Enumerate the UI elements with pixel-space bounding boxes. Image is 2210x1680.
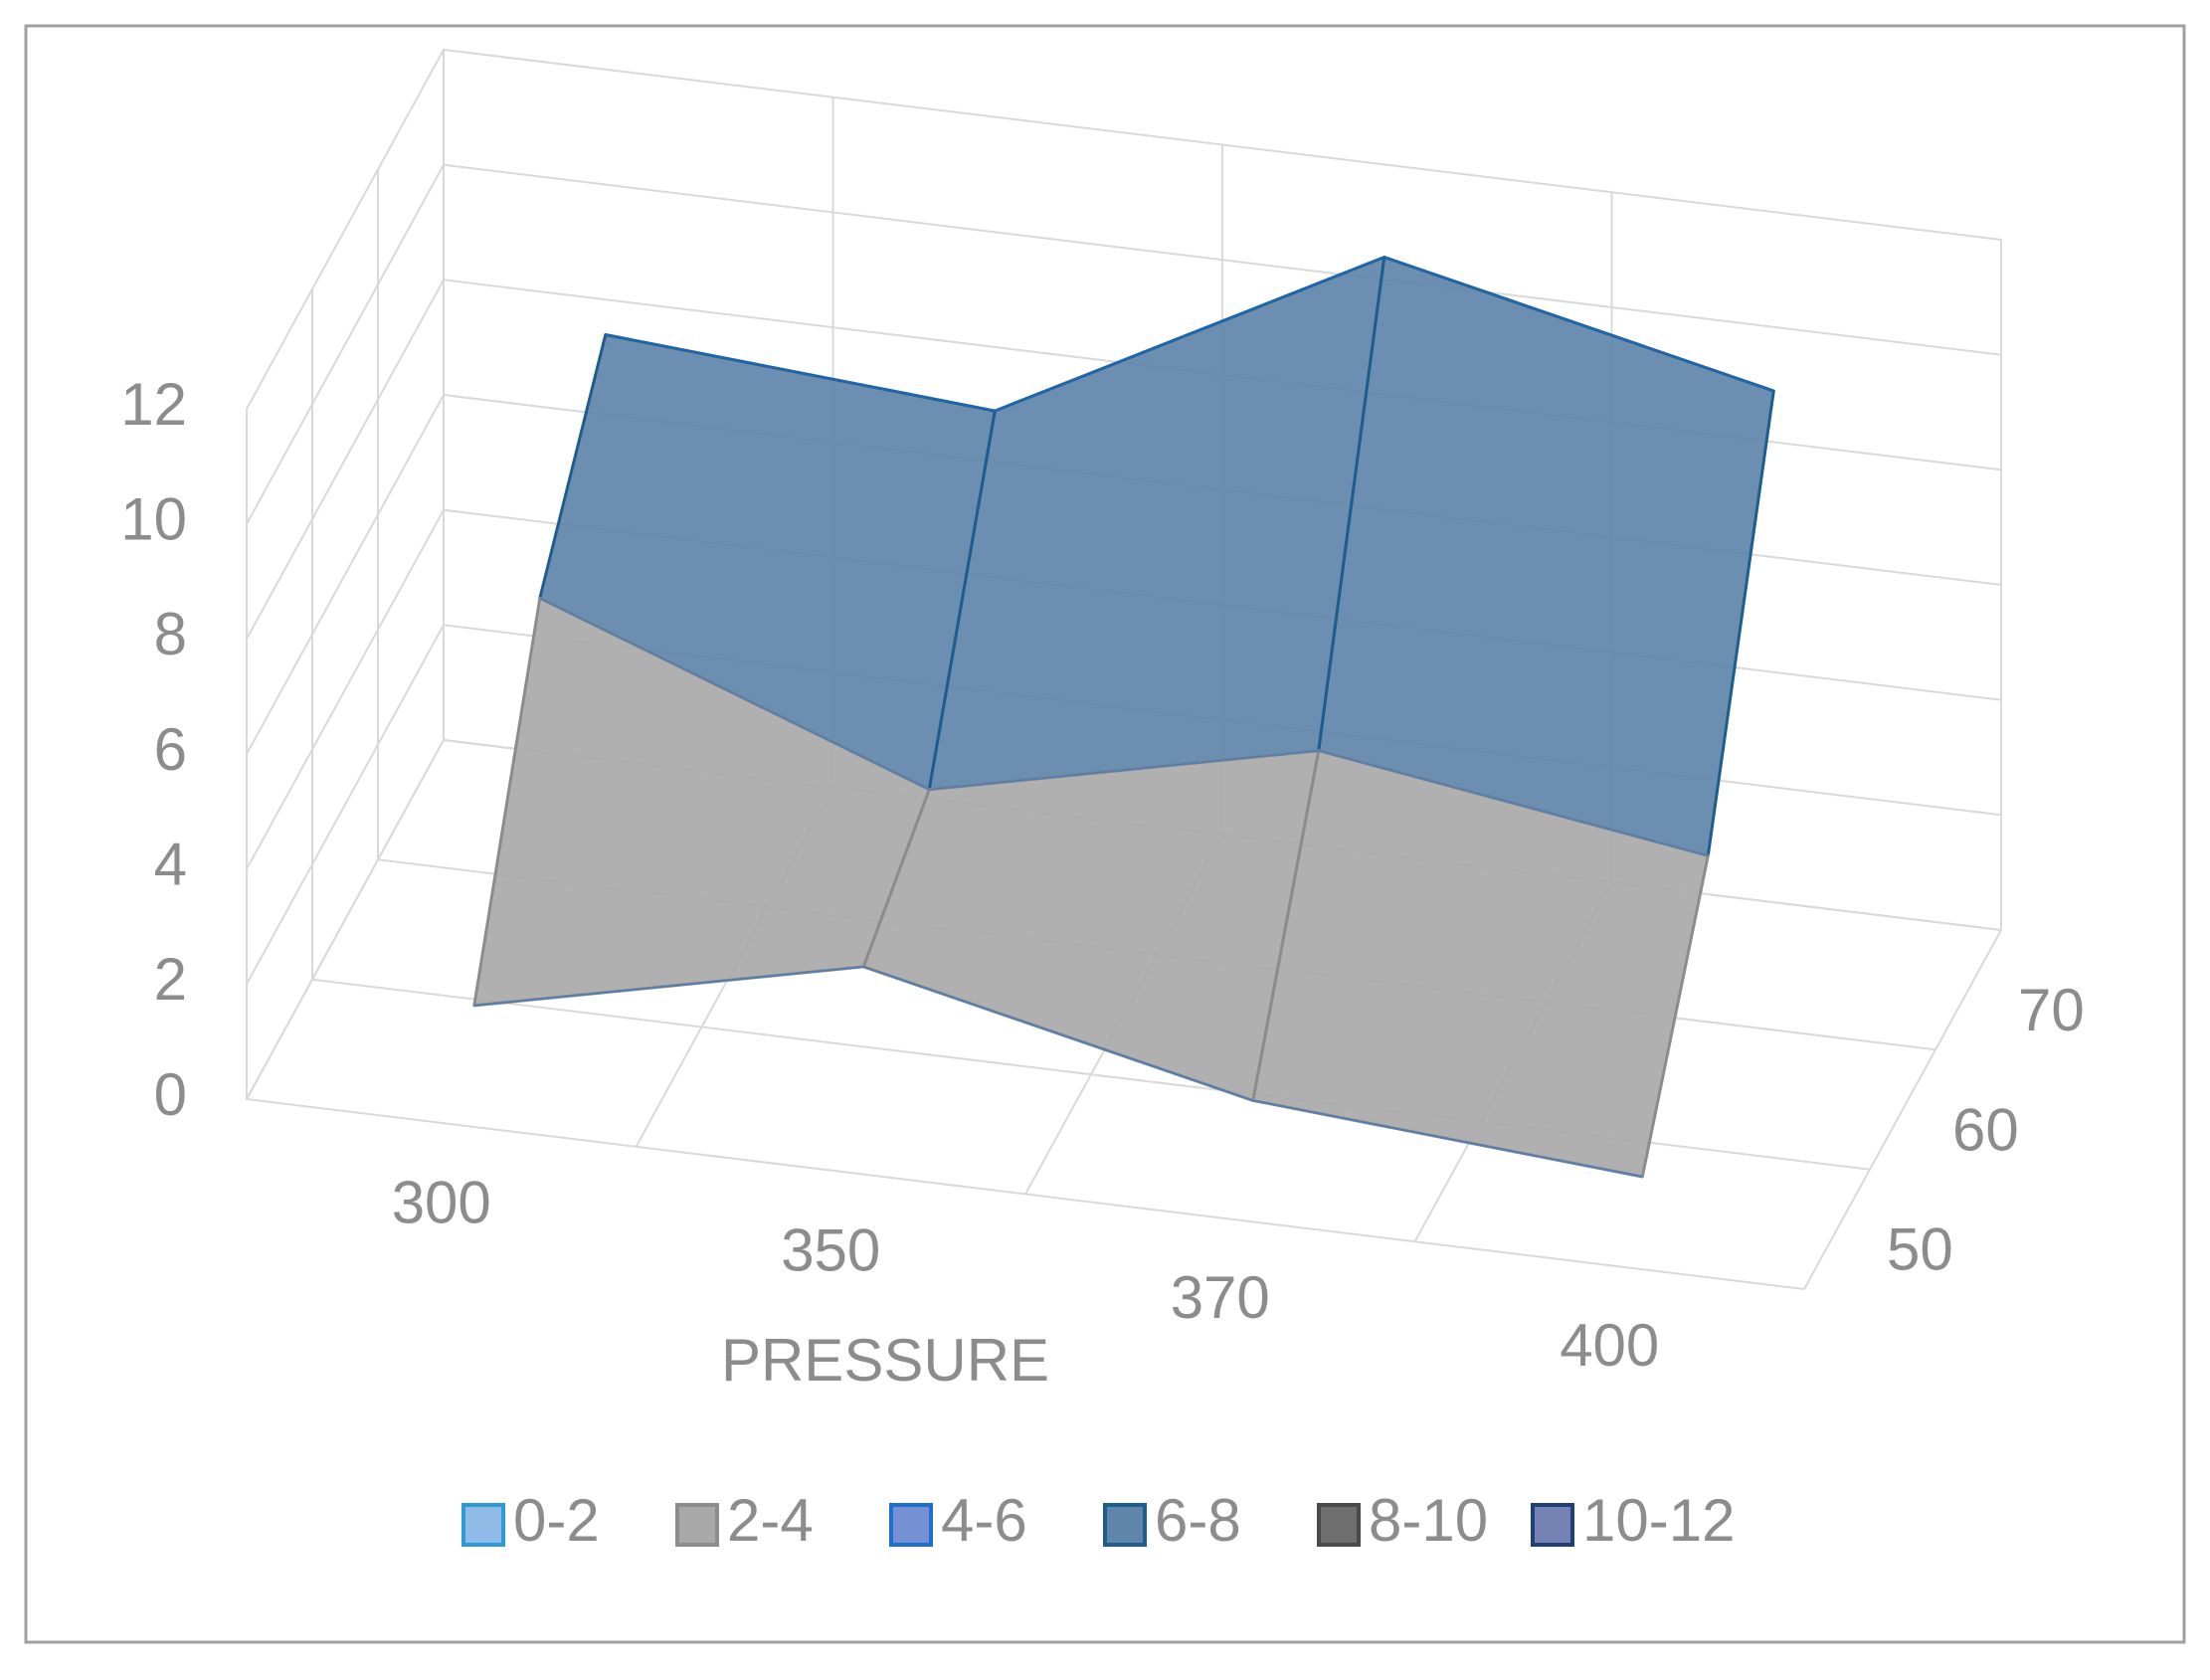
z-tick-label: 0 bbox=[154, 1061, 187, 1128]
z-tick-label: 12 bbox=[120, 371, 187, 438]
x-axis-title: PRESSURE bbox=[721, 1327, 1049, 1394]
x-tick-label: 370 bbox=[1171, 1264, 1270, 1331]
x-tick-label: 400 bbox=[1560, 1312, 1659, 1379]
legend-swatch bbox=[1531, 1503, 1574, 1547]
legend-label: 10-12 bbox=[1582, 1487, 1735, 1554]
surface-row bbox=[539, 597, 1709, 857]
x-tick-label: 350 bbox=[781, 1216, 880, 1283]
legend-swatch bbox=[675, 1503, 719, 1547]
surface-row bbox=[473, 965, 1643, 1178]
x-tick-label: 300 bbox=[392, 1170, 491, 1236]
legend-label: 8-10 bbox=[1369, 1487, 1488, 1554]
legend-swatch bbox=[889, 1503, 933, 1547]
z-tick-label: 6 bbox=[154, 716, 187, 783]
legend-label: 4-6 bbox=[941, 1487, 1027, 1554]
z-tick-label: 8 bbox=[154, 601, 187, 667]
legend-swatch bbox=[1317, 1503, 1361, 1547]
depth-tick-label: 60 bbox=[1952, 1096, 2019, 1163]
wall-line bbox=[246, 409, 1805, 1290]
depth-tick-label: 50 bbox=[1887, 1216, 1953, 1283]
legend-label: 0-2 bbox=[513, 1487, 600, 1554]
z-tick-label: 2 bbox=[154, 946, 187, 1013]
legend-label: 6-8 bbox=[1155, 1487, 1241, 1554]
legend-swatch bbox=[1103, 1503, 1147, 1547]
depth-tick-label: 70 bbox=[2018, 977, 2085, 1043]
z-tick-label: 10 bbox=[120, 486, 187, 553]
surface-row bbox=[605, 256, 1774, 413]
legend-label: 2-4 bbox=[727, 1487, 814, 1554]
legend-swatch bbox=[461, 1503, 505, 1547]
z-tick-label: 4 bbox=[154, 832, 187, 898]
